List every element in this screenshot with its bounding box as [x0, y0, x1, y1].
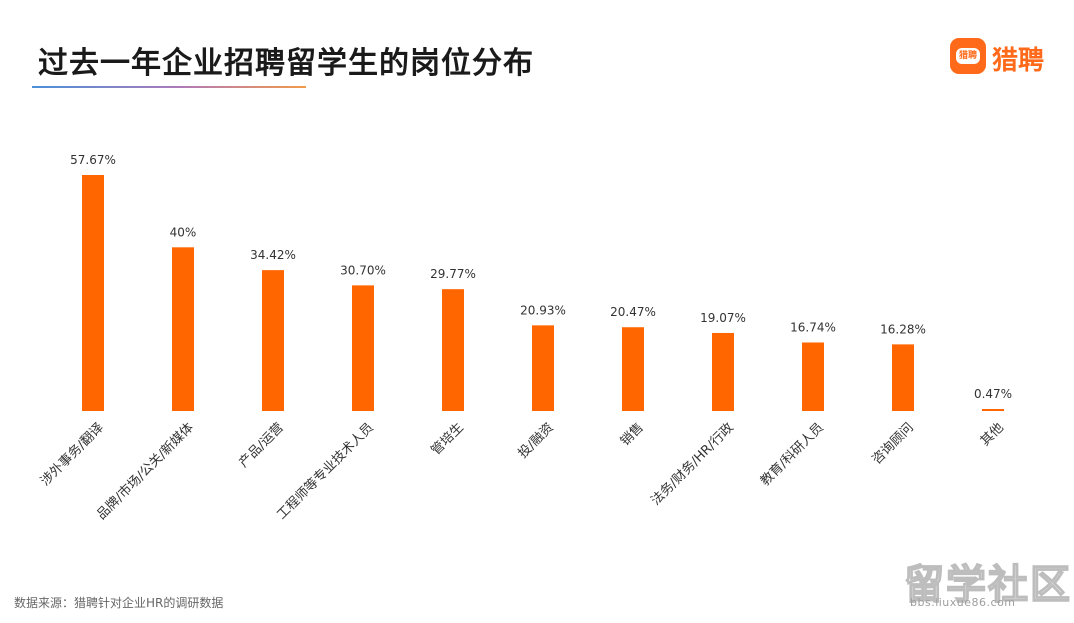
category-label: 咨询顾问 [869, 420, 916, 467]
brand-logo: 猎聘 猎聘 [950, 38, 1050, 76]
title-underline [32, 86, 306, 88]
data-label: 16.28% [880, 322, 926, 336]
bar [712, 332, 734, 411]
data-source-note: 数据来源：猎聘针对企业HR的调研数据 [14, 596, 224, 610]
page-title: 过去一年企业招聘留学生的岗位分布 [38, 46, 534, 81]
logo-badge-text: 猎聘 [955, 48, 980, 64]
data-label: 20.47% [610, 305, 656, 319]
data-label: 20.93% [520, 303, 566, 317]
data-label: 0.47% [974, 387, 1012, 401]
data-label: 34.42% [250, 248, 296, 262]
watermark-text: 留学社区 [903, 561, 1072, 609]
bar [892, 344, 914, 411]
bar [532, 325, 554, 411]
data-label: 57.67% [70, 153, 116, 167]
data-label: 29.77% [430, 267, 476, 281]
logo-text: 猎聘 [992, 46, 1045, 76]
data-label: 16.74% [790, 320, 836, 334]
bar [442, 289, 464, 411]
bar [982, 409, 1004, 411]
bar [622, 327, 644, 411]
category-label: 工程师等专业技术人员 [274, 420, 377, 523]
data-label: 19.07% [700, 311, 746, 325]
bar [352, 285, 374, 411]
category-label: 产品/运营 [236, 420, 286, 470]
category-label: 教育/科研人员 [757, 420, 827, 490]
data-label: 30.70% [340, 263, 386, 277]
bar [172, 247, 194, 411]
category-label: 涉外事务/翻译 [37, 420, 107, 490]
bar [82, 175, 104, 411]
chat-bubble-icon: 猎聘 [950, 38, 986, 74]
category-label: 投/融资 [515, 420, 557, 462]
data-label: 40% [170, 225, 197, 239]
category-label: 其他 [978, 420, 1007, 449]
category-label: 法务/财务/HR/行政 [648, 420, 737, 509]
category-label: 管培生 [428, 420, 467, 459]
watermark: 留学社区 bbs.liuxue86.com [903, 552, 1071, 614]
bar [802, 342, 824, 411]
category-label: 品牌/市场/公关/新媒体 [93, 420, 196, 523]
bar [262, 270, 284, 411]
watermark-url: bbs.liuxue86.com [910, 596, 1016, 609]
category-label: 销售 [617, 420, 647, 450]
